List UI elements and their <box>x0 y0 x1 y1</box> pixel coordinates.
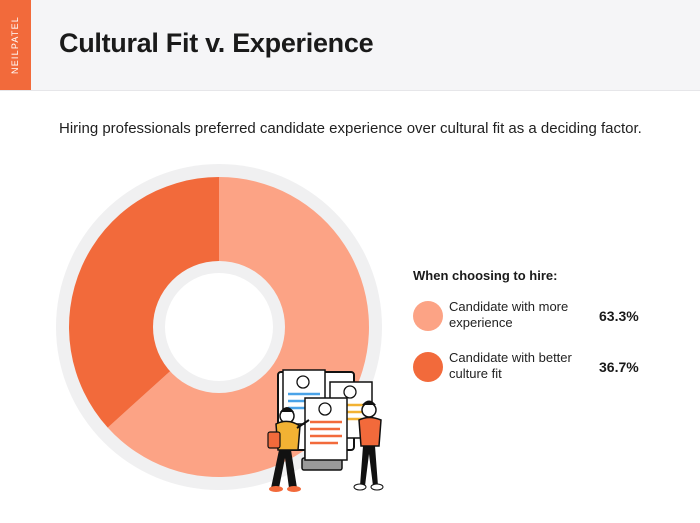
donut-hole-center <box>165 273 273 381</box>
legend-label: Candidate with more experience <box>449 299 569 330</box>
chart-subtitle: Hiring professionals preferred candidate… <box>59 120 642 137</box>
legend-swatch-culture-fit <box>413 352 443 382</box>
person-illustration <box>353 400 384 491</box>
legend-swatch-experience <box>413 301 443 331</box>
legend-item-experience: Candidate with more experience 63.3% <box>413 298 653 334</box>
hiring-illustration <box>267 369 384 492</box>
legend-value: 36.7% <box>599 359 639 375</box>
legend-item-culture-fit: Candidate with better culture fit 36.7% <box>413 349 653 385</box>
legend-title: When choosing to hire: <box>413 268 558 283</box>
legend-label: Candidate with better culture fit <box>449 350 572 381</box>
brand-strip: NEILPATEL <box>0 0 31 90</box>
header: NEILPATEL Cultural Fit v. Experience <box>0 0 700 91</box>
person-illustration <box>267 407 310 492</box>
legend-value: 63.3% <box>599 308 639 324</box>
page-title: Cultural Fit v. Experience <box>59 28 374 58</box>
donut-slice-culture-fit <box>69 177 220 428</box>
resume-card <box>304 397 348 461</box>
